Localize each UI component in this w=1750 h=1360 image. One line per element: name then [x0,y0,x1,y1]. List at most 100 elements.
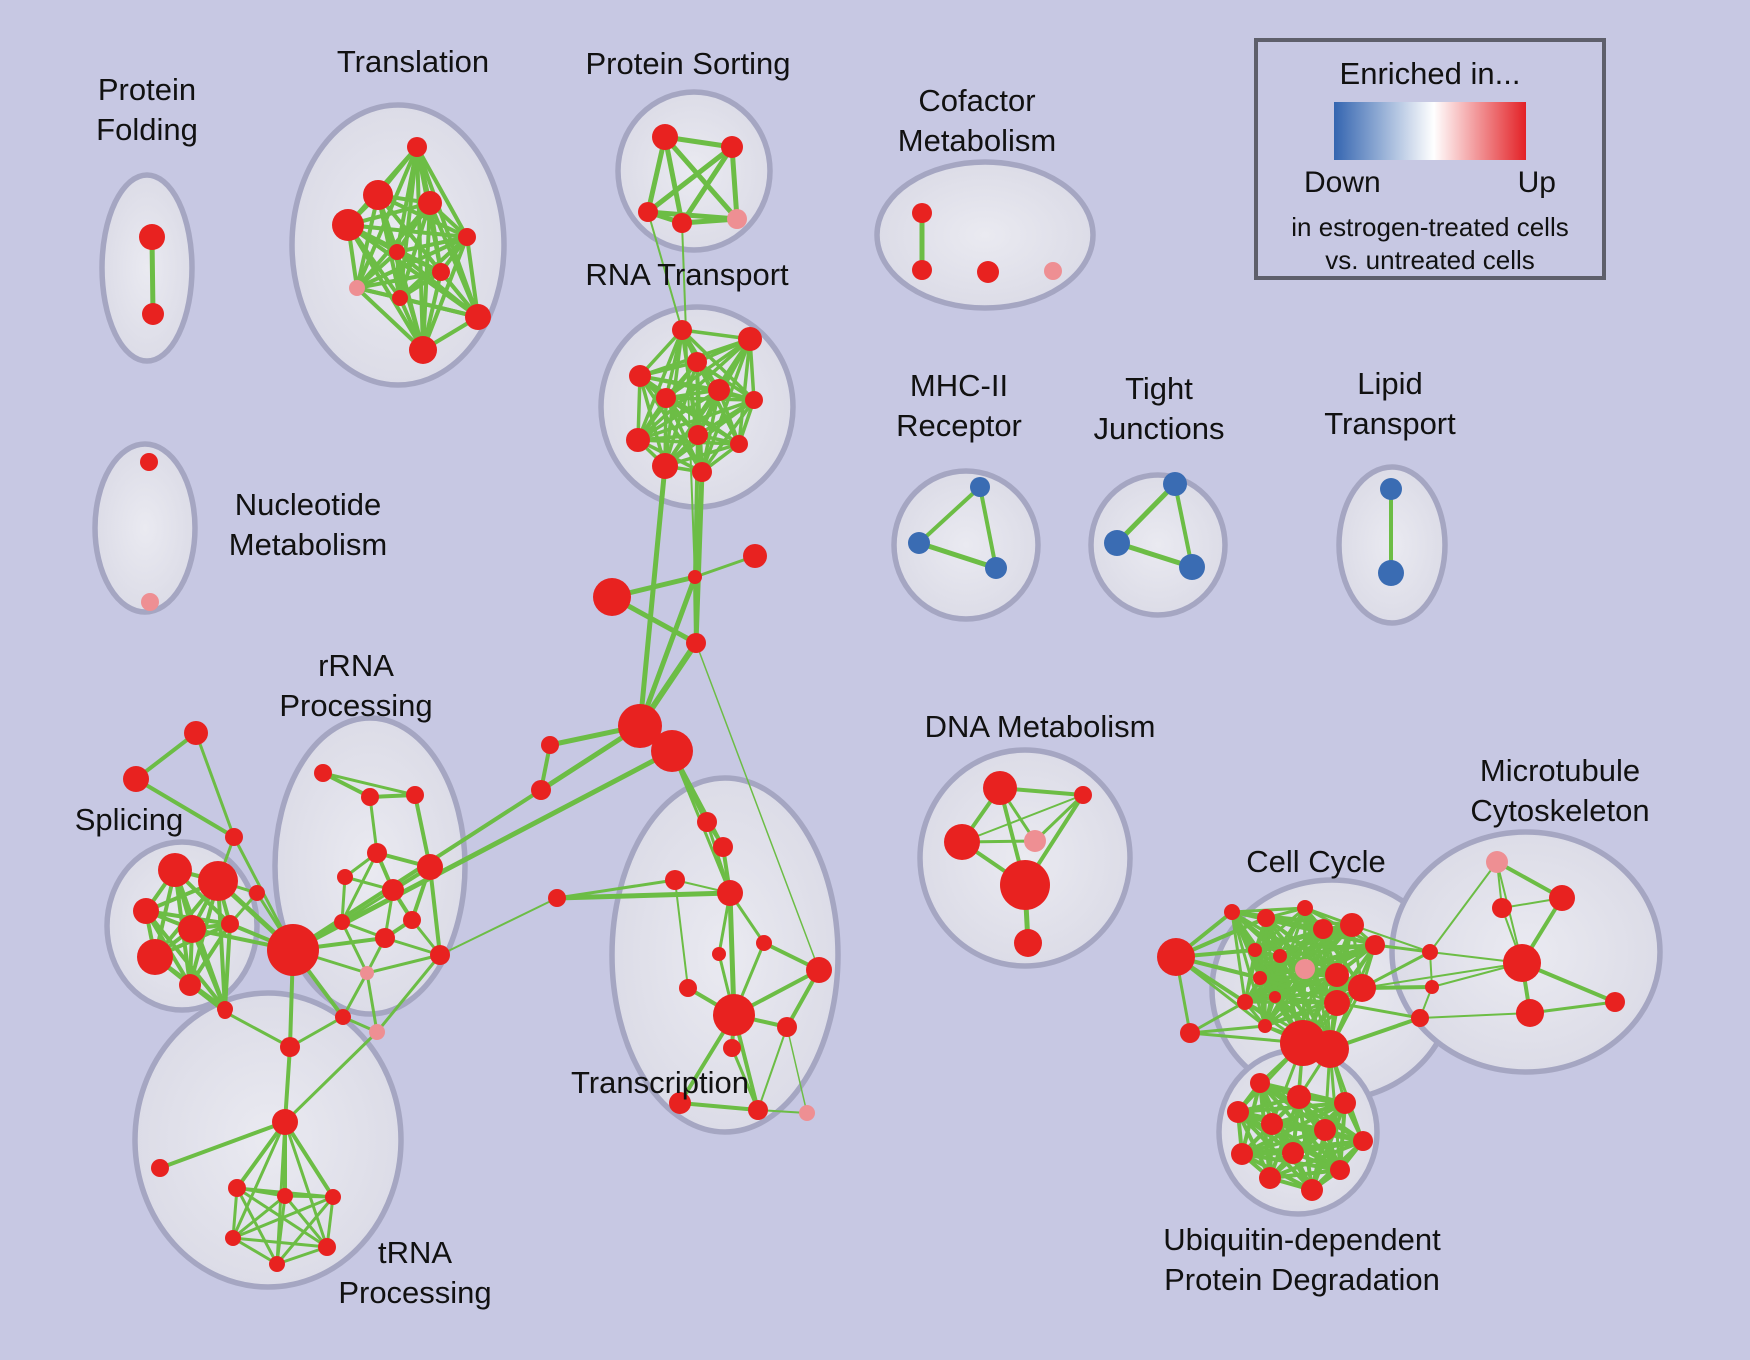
edge [1033,793,1085,843]
cluster-microtubule-label: Cytoskeleton [1470,793,1649,828]
gene-set-node-red [332,209,364,241]
cluster-dna-label: DNA Metabolism [925,709,1156,744]
gene-set-node-red [743,544,767,568]
cluster-mhc-label: Receptor [896,408,1022,443]
gene-set-node-red [983,771,1017,805]
gene-set-node-red [389,244,405,260]
edge [637,463,668,729]
gene-set-node-blue [1378,560,1404,586]
edge [678,1101,760,1112]
edge [636,388,721,442]
edge [636,337,752,442]
gene-set-node-red [1231,1143,1253,1165]
cluster-microtubule-label: Microtubule [1480,753,1640,788]
gene-set-node-red [652,124,678,150]
cluster-lipid_transport-label: Transport [1324,406,1456,441]
edge [664,396,756,402]
gene-set-node-red [432,263,450,281]
cluster-ubiquitin-label: Protein Degradation [1164,1262,1440,1297]
cluster-lipid_transport-label: Lipid [1357,366,1423,401]
edge [428,201,480,319]
edge [695,360,756,402]
cluster-tight_junctions-ellipse [1088,472,1228,618]
edge [340,920,369,975]
cluster-protein_folding-ellipse [99,172,195,364]
gene-set-node-red [407,137,427,157]
gene-set-node-red [1516,999,1544,1027]
gene-set-node-red [334,914,350,930]
cluster-protein_folding-label: Protein [98,72,196,107]
edge [786,1026,808,1114]
gene-set-node-red [1074,786,1092,804]
gene-set-node-red [618,704,662,748]
edge [680,328,756,402]
gene-set-node-red [1340,913,1364,937]
edge [194,731,236,839]
edge [355,270,443,290]
gene-set-node-red [267,924,319,976]
edge [637,574,698,729]
gene-set-node-red [249,885,265,901]
edge [1328,1047,1342,1172]
gene-set-node-red [1353,1131,1373,1151]
legend-down-label: Down [1304,166,1381,199]
gene-set-node-red [158,853,192,887]
edge [291,724,642,952]
edge [465,235,480,319]
cluster-mhc-ellipse [891,468,1041,622]
cluster-cell_cycle-label: Cell Cycle [1246,844,1386,879]
gene-set-node-blue [908,532,930,554]
gene-set-node-red [912,203,932,223]
edge [1114,481,1178,546]
edge [681,222,696,578]
edge [730,1046,760,1112]
cluster-rrna-label: rRNA [318,648,394,683]
gene-set-node-red [1257,909,1275,927]
gene-set-node-red [672,213,692,233]
gene-set-node-red [1237,994,1253,1010]
edge [679,144,735,226]
cluster-rrna-label: Processing [279,688,432,723]
edge [365,971,379,1034]
edge [346,223,469,239]
cluster-trna-label: Processing [338,1275,491,1310]
gene-set-node-red [218,1005,232,1019]
gene-set-node-red [1301,1179,1323,1201]
gene-set-node-pink [727,209,747,229]
gene-set-node-red [1269,991,1281,1003]
gene-set-node-red [686,633,706,653]
gene-set-node-red [912,260,932,280]
edge [439,897,558,956]
gene-set-node-red [337,869,353,885]
gene-set-node-red [738,327,762,351]
gene-set-node-red [541,736,559,754]
gene-set-node-red [1365,935,1385,955]
edge [144,909,227,1011]
cluster-ubiquitin-label: Ubiquitin-dependent [1163,1222,1441,1257]
gene-set-node-red [1297,900,1313,916]
gene-set-node-red [687,352,707,372]
edge [275,1194,287,1266]
gene-set-node-red [1313,919,1333,939]
gene-set-node-red [1273,949,1287,963]
gene-set-node-red [1422,944,1438,960]
edge [375,953,442,1034]
gene-set-node-red [142,303,164,325]
gene-set-node-red [465,304,491,330]
gene-set-node-red [652,453,678,479]
gene-set-node-red [178,915,206,943]
cluster-rna_transport-label: RNA Transport [585,257,789,292]
edge [1335,1001,1422,1020]
gene-set-node-pink [360,966,374,980]
cluster-protein_sorting-label: Protein Sorting [585,46,790,81]
edge [283,1120,335,1199]
gene-set-node-red [403,911,421,929]
legend-box: Enriched in... Down Up in estrogen-treat… [1254,38,1606,280]
gene-set-node-blue [1104,530,1130,556]
edge [1278,943,1377,958]
gene-set-node-red [721,136,743,158]
edge [729,144,740,222]
edge [662,134,685,226]
gene-set-node-red [430,945,450,965]
